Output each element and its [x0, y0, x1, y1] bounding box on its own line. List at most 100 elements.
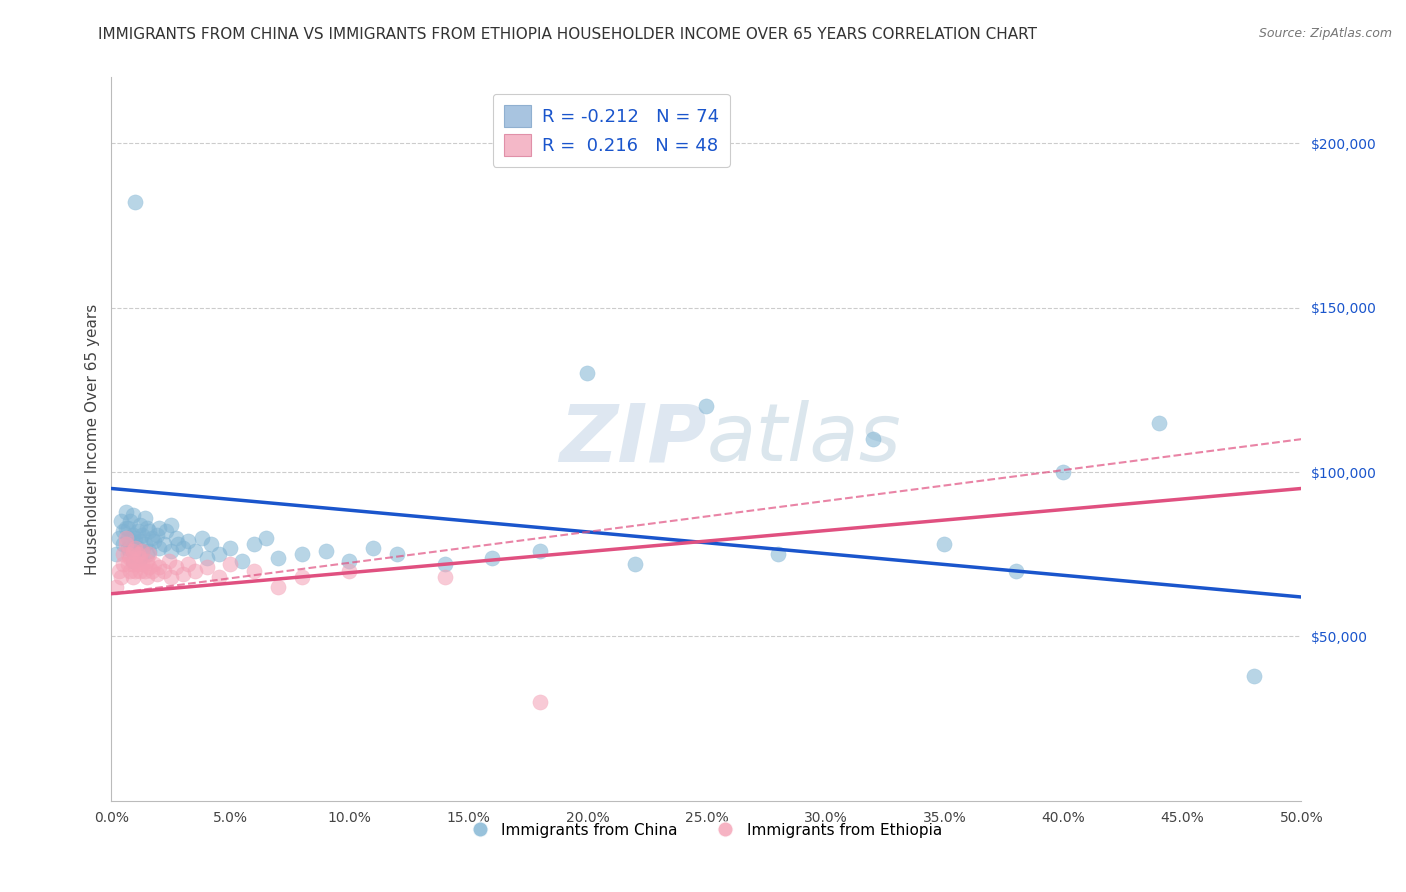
Point — [138, 524, 160, 539]
Point — [254, 531, 277, 545]
Legend: Immigrants from China, Immigrants from Ethiopia: Immigrants from China, Immigrants from E… — [465, 817, 948, 844]
Point — [141, 564, 163, 578]
Point — [576, 367, 599, 381]
Point — [195, 550, 218, 565]
Point — [131, 544, 153, 558]
Point — [361, 541, 384, 555]
Point — [105, 547, 128, 561]
Point — [231, 554, 253, 568]
Point — [315, 544, 337, 558]
Point — [148, 560, 170, 574]
Point — [339, 564, 361, 578]
Point — [117, 541, 139, 555]
Point — [124, 554, 146, 568]
Point — [243, 564, 266, 578]
Point — [131, 557, 153, 571]
Point — [148, 541, 170, 555]
Point — [112, 547, 135, 561]
Point — [1243, 669, 1265, 683]
Point — [143, 557, 166, 571]
Point — [110, 514, 132, 528]
Point — [138, 547, 160, 561]
Point — [195, 560, 218, 574]
Point — [117, 547, 139, 561]
Point — [127, 557, 149, 571]
Point — [172, 566, 194, 581]
Point — [129, 517, 152, 532]
Point — [145, 527, 167, 541]
Point — [114, 531, 136, 545]
Point — [120, 564, 142, 578]
Point — [136, 521, 159, 535]
Point — [117, 521, 139, 535]
Point — [136, 547, 159, 561]
Point — [121, 557, 143, 571]
Point — [136, 570, 159, 584]
Point — [114, 537, 136, 551]
Point — [152, 537, 174, 551]
Point — [183, 544, 205, 558]
Point — [143, 534, 166, 549]
Point — [160, 517, 183, 532]
Point — [120, 514, 142, 528]
Point — [107, 531, 129, 545]
Point — [155, 524, 177, 539]
Point — [117, 557, 139, 571]
Point — [243, 537, 266, 551]
Point — [112, 537, 135, 551]
Point — [433, 570, 456, 584]
Point — [1052, 465, 1074, 479]
Point — [120, 550, 142, 565]
Point — [207, 570, 229, 584]
Point — [127, 547, 149, 561]
Point — [176, 534, 198, 549]
Point — [291, 570, 314, 584]
Point — [152, 564, 174, 578]
Point — [129, 550, 152, 565]
Point — [121, 527, 143, 541]
Point — [138, 560, 160, 574]
Point — [121, 554, 143, 568]
Y-axis label: Householder Income Over 65 years: Householder Income Over 65 years — [86, 303, 100, 574]
Point — [160, 570, 183, 584]
Point — [124, 564, 146, 578]
Point — [267, 550, 290, 565]
Point — [107, 564, 129, 578]
Text: Source: ZipAtlas.com: Source: ZipAtlas.com — [1258, 27, 1392, 40]
Point — [131, 527, 153, 541]
Point — [127, 541, 149, 555]
Point — [131, 544, 153, 558]
Point — [167, 537, 190, 551]
Point — [121, 570, 143, 584]
Point — [176, 557, 198, 571]
Text: ZIP: ZIP — [560, 401, 706, 478]
Point — [136, 554, 159, 568]
Point — [219, 541, 242, 555]
Point — [481, 550, 503, 565]
Point — [124, 541, 146, 555]
Point — [117, 531, 139, 545]
Point — [121, 541, 143, 555]
Point — [129, 564, 152, 578]
Point — [191, 531, 214, 545]
Point — [157, 554, 180, 568]
Point — [529, 544, 551, 558]
Point — [134, 537, 156, 551]
Point — [165, 560, 187, 574]
Point — [433, 557, 456, 571]
Point — [124, 195, 146, 210]
Point — [120, 547, 142, 561]
Point — [124, 531, 146, 545]
Text: atlas: atlas — [706, 401, 901, 478]
Point — [129, 550, 152, 565]
Point — [129, 534, 152, 549]
Point — [138, 544, 160, 558]
Point — [219, 557, 242, 571]
Point — [934, 537, 956, 551]
Point — [862, 432, 884, 446]
Point — [385, 547, 408, 561]
Point — [114, 504, 136, 518]
Point — [183, 564, 205, 578]
Point — [148, 521, 170, 535]
Point — [165, 531, 187, 545]
